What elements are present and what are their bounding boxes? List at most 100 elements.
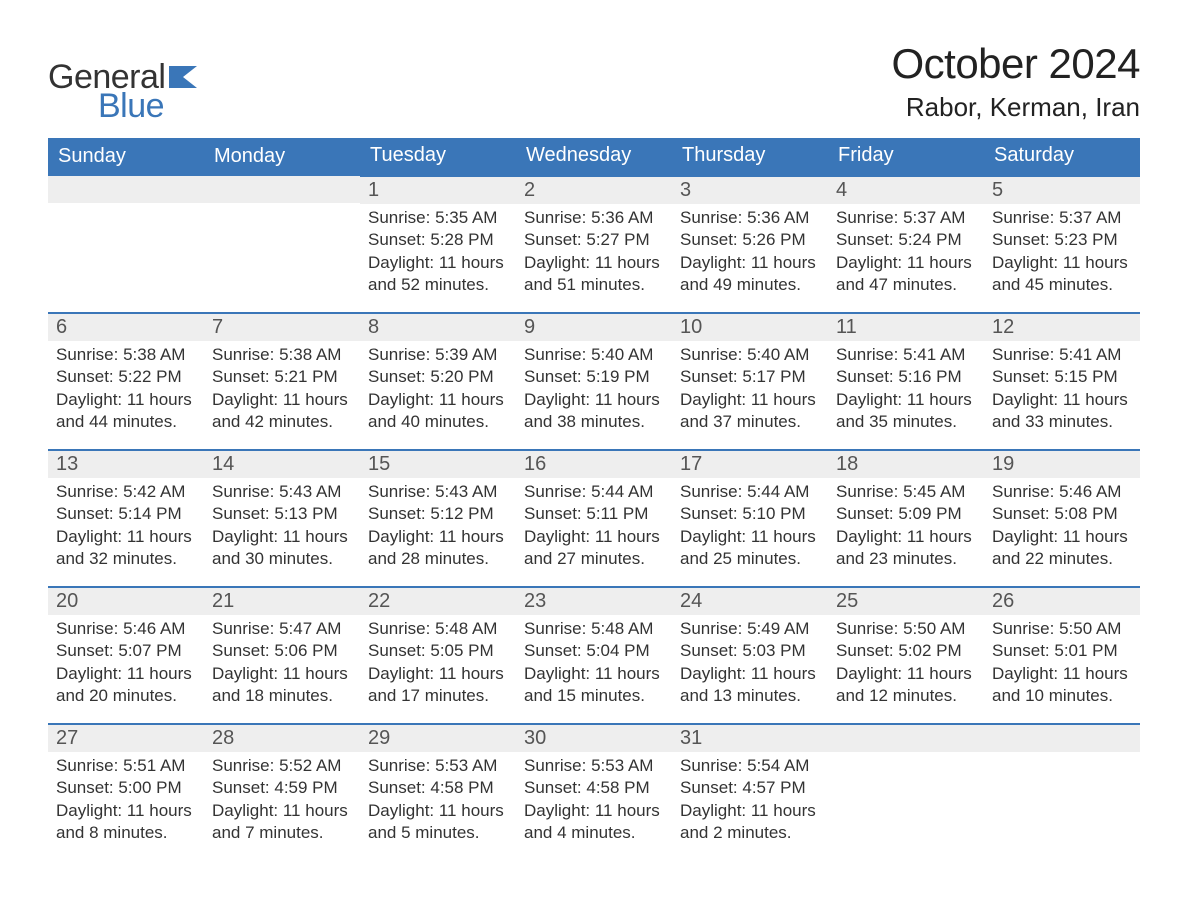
daylight-line: and 2 minutes. bbox=[680, 822, 820, 844]
daylight-line: and 12 minutes. bbox=[836, 685, 976, 707]
calendar-table: Sunday Monday Tuesday Wednesday Thursday… bbox=[48, 138, 1140, 860]
sunrise-line: Sunrise: 5:48 AM bbox=[524, 618, 664, 640]
day-number: 21 bbox=[204, 588, 360, 615]
daylight-line: Daylight: 11 hours bbox=[524, 800, 664, 822]
calendar-cell: 6Sunrise: 5:38 AMSunset: 5:22 PMDaylight… bbox=[48, 313, 204, 450]
sunrise-line: Sunrise: 5:35 AM bbox=[368, 207, 508, 229]
day-info: Sunrise: 5:36 AMSunset: 5:26 PMDaylight:… bbox=[672, 204, 828, 312]
sunrise-line: Sunrise: 5:54 AM bbox=[680, 755, 820, 777]
calendar-cell: 7Sunrise: 5:38 AMSunset: 5:21 PMDaylight… bbox=[204, 313, 360, 450]
sunset-line: Sunset: 5:17 PM bbox=[680, 366, 820, 388]
day-info: Sunrise: 5:44 AMSunset: 5:10 PMDaylight:… bbox=[672, 478, 828, 586]
daylight-line: Daylight: 11 hours bbox=[524, 663, 664, 685]
sunset-line: Sunset: 5:27 PM bbox=[524, 229, 664, 251]
day-number: 3 bbox=[672, 177, 828, 204]
sunrise-line: Sunrise: 5:36 AM bbox=[680, 207, 820, 229]
calendar-week-row: 13Sunrise: 5:42 AMSunset: 5:14 PMDayligh… bbox=[48, 450, 1140, 587]
day-number: 12 bbox=[984, 314, 1140, 341]
calendar-cell: 5Sunrise: 5:37 AMSunset: 5:23 PMDaylight… bbox=[984, 176, 1140, 313]
day-info: Sunrise: 5:48 AMSunset: 5:04 PMDaylight:… bbox=[516, 615, 672, 723]
day-number: 29 bbox=[360, 725, 516, 752]
calendar-cell: 3Sunrise: 5:36 AMSunset: 5:26 PMDaylight… bbox=[672, 176, 828, 313]
calendar-cell: 19Sunrise: 5:46 AMSunset: 5:08 PMDayligh… bbox=[984, 450, 1140, 587]
daylight-line: Daylight: 11 hours bbox=[212, 526, 352, 548]
daylight-line: Daylight: 11 hours bbox=[680, 663, 820, 685]
calendar-cell: 15Sunrise: 5:43 AMSunset: 5:12 PMDayligh… bbox=[360, 450, 516, 587]
day-header: Monday bbox=[204, 138, 360, 176]
daylight-line: Daylight: 11 hours bbox=[524, 252, 664, 274]
sunrise-line: Sunrise: 5:37 AM bbox=[992, 207, 1132, 229]
day-number: 31 bbox=[672, 725, 828, 752]
sunrise-line: Sunrise: 5:44 AM bbox=[524, 481, 664, 503]
daylight-line: and 8 minutes. bbox=[56, 822, 196, 844]
day-number: 20 bbox=[48, 588, 204, 615]
day-info bbox=[204, 203, 360, 311]
calendar-cell: 29Sunrise: 5:53 AMSunset: 4:58 PMDayligh… bbox=[360, 724, 516, 860]
calendar-cell: 25Sunrise: 5:50 AMSunset: 5:02 PMDayligh… bbox=[828, 587, 984, 724]
day-number: 18 bbox=[828, 451, 984, 478]
day-info: Sunrise: 5:41 AMSunset: 5:16 PMDaylight:… bbox=[828, 341, 984, 449]
day-header: Wednesday bbox=[516, 138, 672, 176]
sunrise-line: Sunrise: 5:45 AM bbox=[836, 481, 976, 503]
day-number: 9 bbox=[516, 314, 672, 341]
day-info: Sunrise: 5:51 AMSunset: 5:00 PMDaylight:… bbox=[48, 752, 204, 860]
sunset-line: Sunset: 5:21 PM bbox=[212, 366, 352, 388]
sunrise-line: Sunrise: 5:48 AM bbox=[368, 618, 508, 640]
day-number: 19 bbox=[984, 451, 1140, 478]
calendar-cell: 20Sunrise: 5:46 AMSunset: 5:07 PMDayligh… bbox=[48, 587, 204, 724]
daylight-line: Daylight: 11 hours bbox=[836, 389, 976, 411]
daylight-line: Daylight: 11 hours bbox=[992, 252, 1132, 274]
daylight-line: and 25 minutes. bbox=[680, 548, 820, 570]
day-number: 1 bbox=[360, 177, 516, 204]
day-number: 4 bbox=[828, 177, 984, 204]
sunset-line: Sunset: 5:15 PM bbox=[992, 366, 1132, 388]
sunrise-line: Sunrise: 5:51 AM bbox=[56, 755, 196, 777]
daylight-line: and 22 minutes. bbox=[992, 548, 1132, 570]
daylight-line: and 40 minutes. bbox=[368, 411, 508, 433]
day-info: Sunrise: 5:48 AMSunset: 5:05 PMDaylight:… bbox=[360, 615, 516, 723]
calendar-cell: 24Sunrise: 5:49 AMSunset: 5:03 PMDayligh… bbox=[672, 587, 828, 724]
day-number: 17 bbox=[672, 451, 828, 478]
day-info: Sunrise: 5:44 AMSunset: 5:11 PMDaylight:… bbox=[516, 478, 672, 586]
daylight-line: and 33 minutes. bbox=[992, 411, 1132, 433]
calendar-cell: 27Sunrise: 5:51 AMSunset: 5:00 PMDayligh… bbox=[48, 724, 204, 860]
day-info: Sunrise: 5:53 AMSunset: 4:58 PMDaylight:… bbox=[516, 752, 672, 860]
location-label: Rabor, Kerman, Iran bbox=[891, 92, 1140, 123]
daylight-line: and 35 minutes. bbox=[836, 411, 976, 433]
daylight-line: Daylight: 11 hours bbox=[992, 526, 1132, 548]
day-info: Sunrise: 5:43 AMSunset: 5:12 PMDaylight:… bbox=[360, 478, 516, 586]
sunrise-line: Sunrise: 5:47 AM bbox=[212, 618, 352, 640]
day-number: 5 bbox=[984, 177, 1140, 204]
daylight-line: Daylight: 11 hours bbox=[212, 663, 352, 685]
daylight-line: and 47 minutes. bbox=[836, 274, 976, 296]
calendar-cell: 4Sunrise: 5:37 AMSunset: 5:24 PMDaylight… bbox=[828, 176, 984, 313]
daylight-line: and 18 minutes. bbox=[212, 685, 352, 707]
calendar-cell: 23Sunrise: 5:48 AMSunset: 5:04 PMDayligh… bbox=[516, 587, 672, 724]
daylight-line: and 49 minutes. bbox=[680, 274, 820, 296]
day-info: Sunrise: 5:35 AMSunset: 5:28 PMDaylight:… bbox=[360, 204, 516, 312]
day-number: 16 bbox=[516, 451, 672, 478]
calendar-week-row: 6Sunrise: 5:38 AMSunset: 5:22 PMDaylight… bbox=[48, 313, 1140, 450]
sunset-line: Sunset: 5:08 PM bbox=[992, 503, 1132, 525]
daylight-line: Daylight: 11 hours bbox=[56, 526, 196, 548]
calendar-cell: 8Sunrise: 5:39 AMSunset: 5:20 PMDaylight… bbox=[360, 313, 516, 450]
daylight-line: Daylight: 11 hours bbox=[836, 663, 976, 685]
calendar-week-row: 20Sunrise: 5:46 AMSunset: 5:07 PMDayligh… bbox=[48, 587, 1140, 724]
daylight-line: and 44 minutes. bbox=[56, 411, 196, 433]
daylight-line: and 10 minutes. bbox=[992, 685, 1132, 707]
day-info: Sunrise: 5:40 AMSunset: 5:19 PMDaylight:… bbox=[516, 341, 672, 449]
day-number: 24 bbox=[672, 588, 828, 615]
calendar-cell: 31Sunrise: 5:54 AMSunset: 4:57 PMDayligh… bbox=[672, 724, 828, 860]
daylight-line: Daylight: 11 hours bbox=[680, 800, 820, 822]
sunrise-line: Sunrise: 5:39 AM bbox=[368, 344, 508, 366]
day-number: 15 bbox=[360, 451, 516, 478]
sunrise-line: Sunrise: 5:40 AM bbox=[524, 344, 664, 366]
day-header: Sunday bbox=[48, 138, 204, 176]
day-info: Sunrise: 5:37 AMSunset: 5:24 PMDaylight:… bbox=[828, 204, 984, 312]
day-number bbox=[204, 176, 360, 203]
sunrise-line: Sunrise: 5:46 AM bbox=[56, 618, 196, 640]
day-number: 14 bbox=[204, 451, 360, 478]
sunrise-line: Sunrise: 5:38 AM bbox=[212, 344, 352, 366]
daylight-line: Daylight: 11 hours bbox=[992, 389, 1132, 411]
day-info: Sunrise: 5:54 AMSunset: 4:57 PMDaylight:… bbox=[672, 752, 828, 860]
